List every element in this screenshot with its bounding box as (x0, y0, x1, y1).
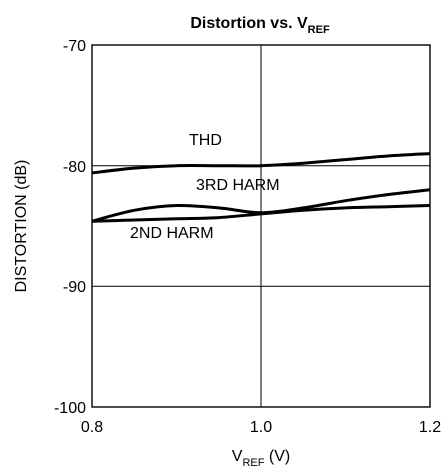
x-tick-labels: 0.8 1.0 1.2 (81, 419, 441, 436)
x-axis-label-unit: (V) (264, 448, 290, 465)
series-line-2nd-harm (91, 204, 431, 223)
chart-title-main: Distortion vs. V (190, 15, 308, 32)
chart-title: Distortion vs. VREF (190, 15, 330, 36)
y-tick-label: -70 (63, 38, 86, 55)
y-axis-label: DISTORTION (dB) (13, 160, 30, 293)
y-tick-label: -100 (54, 400, 86, 417)
x-axis-label-subscript: REF (242, 457, 264, 469)
series-label-2nd-harm: 2ND HARM (130, 225, 214, 242)
series-line-thd (91, 152, 431, 175)
x-tick-label: 1.0 (250, 419, 272, 436)
y-tick-label: -90 (63, 279, 86, 296)
y-tick-label: -80 (63, 159, 86, 176)
series-group (91, 152, 431, 223)
chart-title-subscript: REF (308, 24, 330, 36)
x-axis-label: VREF (V) (232, 448, 290, 469)
series-label-3rd-harm: 3RD HARM (196, 177, 280, 194)
y-tick-labels: -70 -80 -90 -100 (54, 38, 86, 417)
series-label-thd: THD (189, 132, 222, 149)
x-tick-label: 0.8 (81, 419, 103, 436)
x-axis-label-main: V (232, 448, 243, 465)
x-tick-label: 1.2 (419, 419, 441, 436)
